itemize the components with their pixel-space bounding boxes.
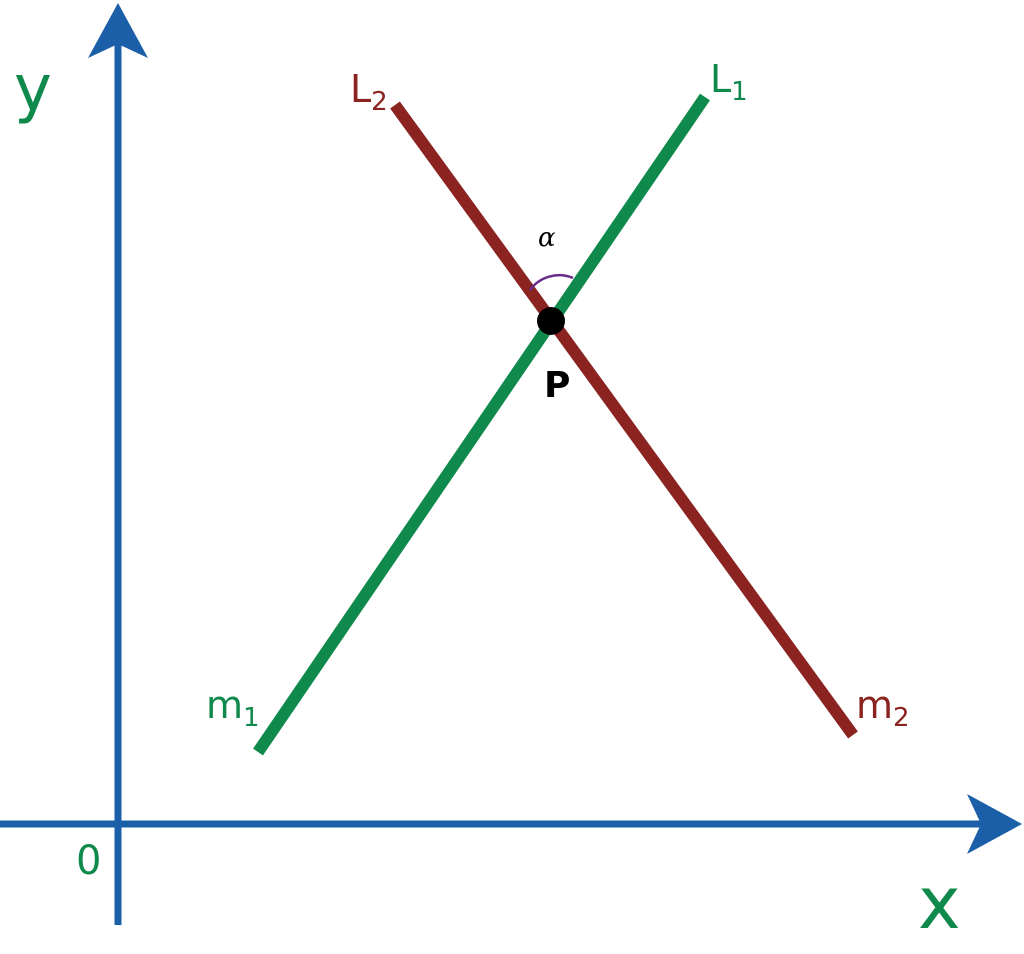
line-name: L (710, 57, 731, 101)
line-l1 (253, 93, 710, 756)
angle-label: α (538, 223, 556, 253)
slope-name: m (856, 683, 893, 727)
slope-name: m (206, 683, 243, 727)
line-label: L2 (350, 67, 388, 117)
point-label: P (544, 365, 570, 406)
line-subscript: 2 (371, 87, 388, 117)
intersection-point (537, 307, 565, 335)
slope-label: m2 (856, 683, 910, 733)
slope-subscript: 1 (243, 703, 260, 733)
y-axis-label: y (14, 52, 52, 126)
slope-label: m1 (206, 683, 260, 733)
angle-arc (528, 273, 574, 291)
origin-label: 0 (76, 838, 101, 884)
line-l2 (390, 101, 858, 739)
line-subscript: 1 (731, 77, 748, 107)
slope-subscript: 2 (893, 703, 910, 733)
x-axis-arrow (967, 794, 1022, 854)
x-axis-label: x (918, 861, 961, 945)
y-axis-arrow (88, 3, 148, 58)
line-name: L (350, 67, 371, 111)
line-label: L1 (710, 57, 748, 107)
